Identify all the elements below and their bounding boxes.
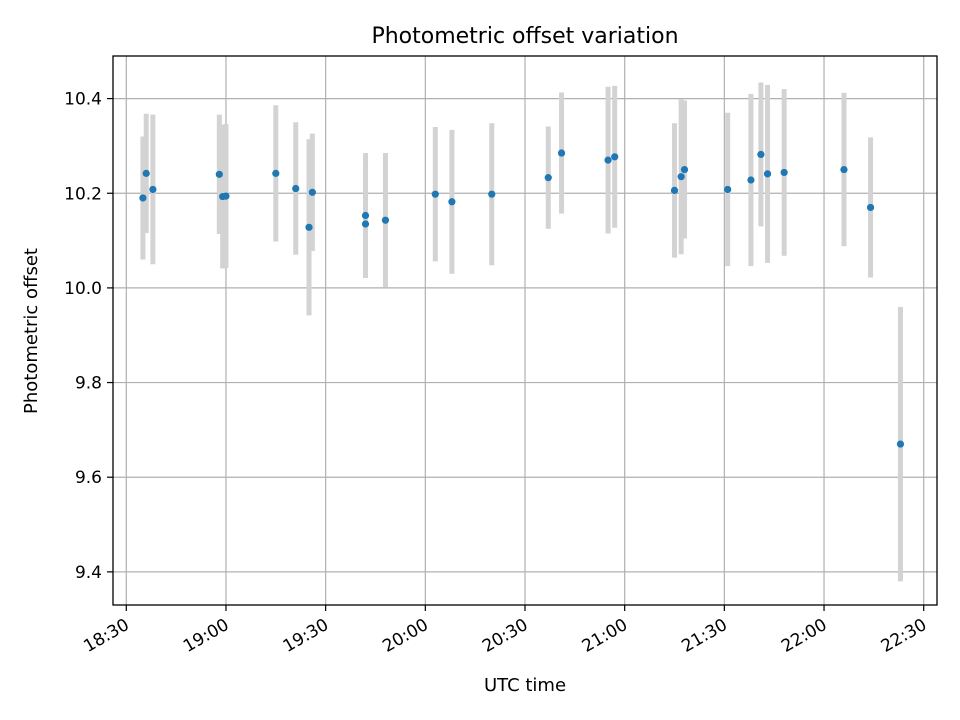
y-tick-label: 9.8 xyxy=(75,374,102,394)
data-point xyxy=(448,198,456,206)
data-point xyxy=(272,169,280,177)
y-axis-label: Photometric offset xyxy=(21,248,42,414)
x-tick-label: 22:00 xyxy=(778,615,830,657)
x-tick-label: 19:30 xyxy=(280,615,332,657)
data-point xyxy=(305,223,313,231)
data-point xyxy=(680,165,689,174)
data-point xyxy=(544,174,552,182)
data-point xyxy=(361,220,370,228)
y-tick-label: 9.6 xyxy=(75,468,102,488)
y-tick-label: 9.4 xyxy=(75,563,102,583)
data-point xyxy=(677,173,685,181)
data-point xyxy=(670,186,679,195)
data-point xyxy=(142,169,150,177)
data-point xyxy=(215,170,223,178)
data-point xyxy=(757,150,765,159)
y-tick-label: 10.0 xyxy=(64,279,102,299)
y-tick-label: 10.4 xyxy=(64,90,102,110)
data-point xyxy=(431,190,439,198)
x-tick-label: 18:30 xyxy=(80,615,132,657)
data-point xyxy=(866,203,875,212)
error-bars xyxy=(140,82,903,582)
data-points xyxy=(139,149,905,448)
data-point xyxy=(747,176,755,184)
x-axis-label: UTC time xyxy=(484,675,566,696)
data-point xyxy=(222,192,230,200)
grid-lines xyxy=(113,56,937,605)
data-point xyxy=(724,185,732,194)
y-axis-ticks: 9.4 9.6 9.8 10.0 10.2 10.4 xyxy=(64,90,113,583)
data-point xyxy=(488,190,496,198)
x-tick-label: 21:00 xyxy=(579,615,631,657)
x-tick-label: 20:00 xyxy=(379,615,431,657)
data-point xyxy=(139,194,147,202)
x-tick-label: 21:30 xyxy=(678,615,730,657)
data-point xyxy=(763,170,772,178)
data-point xyxy=(361,211,370,220)
chart-title: Photometric offset variation xyxy=(371,24,678,49)
data-point xyxy=(896,440,905,448)
y-tick-label: 10.2 xyxy=(64,184,102,204)
data-point xyxy=(292,184,300,193)
x-tick-label: 20:30 xyxy=(479,615,531,657)
data-point xyxy=(308,188,316,196)
data-point xyxy=(611,153,619,161)
data-point xyxy=(381,216,390,224)
x-axis-ticks: 18:30 19:00 19:30 20:00 20:30 21:00 21:30 22:00… xyxy=(80,605,930,657)
data-point xyxy=(604,156,612,164)
data-point xyxy=(149,185,157,194)
x-tick-label: 22:30 xyxy=(878,615,930,657)
x-tick-label: 19:00 xyxy=(180,615,232,657)
data-point xyxy=(780,168,788,177)
data-point xyxy=(840,165,848,174)
data-point xyxy=(557,149,566,157)
